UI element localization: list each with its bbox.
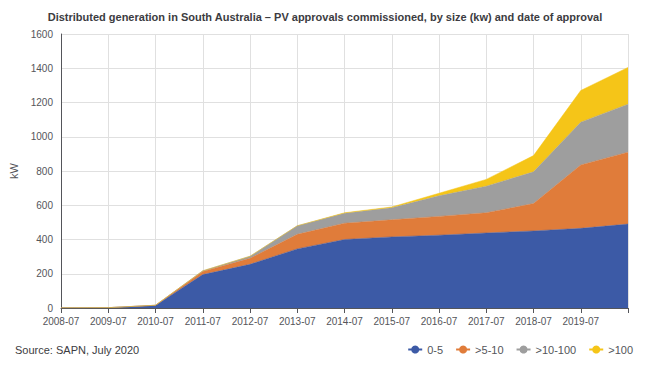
svg-text:800: 800 [36, 166, 53, 177]
svg-text:2012-07: 2012-07 [232, 316, 269, 327]
svg-text:2008-07: 2008-07 [43, 316, 80, 327]
svg-text:2017-07: 2017-07 [468, 316, 505, 327]
svg-text:2013-07: 2013-07 [279, 316, 316, 327]
svg-text:600: 600 [36, 200, 53, 211]
svg-text:1000: 1000 [31, 131, 54, 142]
svg-text:2015-07: 2015-07 [373, 316, 410, 327]
svg-text:1400: 1400 [31, 63, 54, 74]
svg-text:2016-07: 2016-07 [421, 316, 458, 327]
svg-text:400: 400 [36, 234, 53, 245]
svg-text:0: 0 [47, 303, 53, 314]
svg-text:2019-07: 2019-07 [562, 316, 599, 327]
svg-text:>10-100: >10-100 [536, 344, 577, 356]
svg-text:0-5: 0-5 [427, 344, 443, 356]
svg-text:kW: kW [8, 162, 20, 179]
svg-text:2010-07: 2010-07 [137, 316, 174, 327]
svg-text:Distributed generation in Sout: Distributed generation in South Australi… [48, 11, 603, 23]
svg-text:Source: SAPN, July 2020: Source: SAPN, July 2020 [15, 344, 139, 356]
svg-text:200: 200 [36, 268, 53, 279]
svg-text:>5-10: >5-10 [475, 344, 503, 356]
svg-text:2009-07: 2009-07 [90, 316, 127, 327]
svg-text:2011-07: 2011-07 [185, 316, 221, 327]
svg-text:1200: 1200 [31, 97, 54, 108]
svg-text:2018-07: 2018-07 [515, 316, 552, 327]
svg-text:1600: 1600 [31, 29, 54, 40]
svg-text:>100: >100 [608, 344, 633, 356]
svg-text:2014-07: 2014-07 [326, 316, 363, 327]
